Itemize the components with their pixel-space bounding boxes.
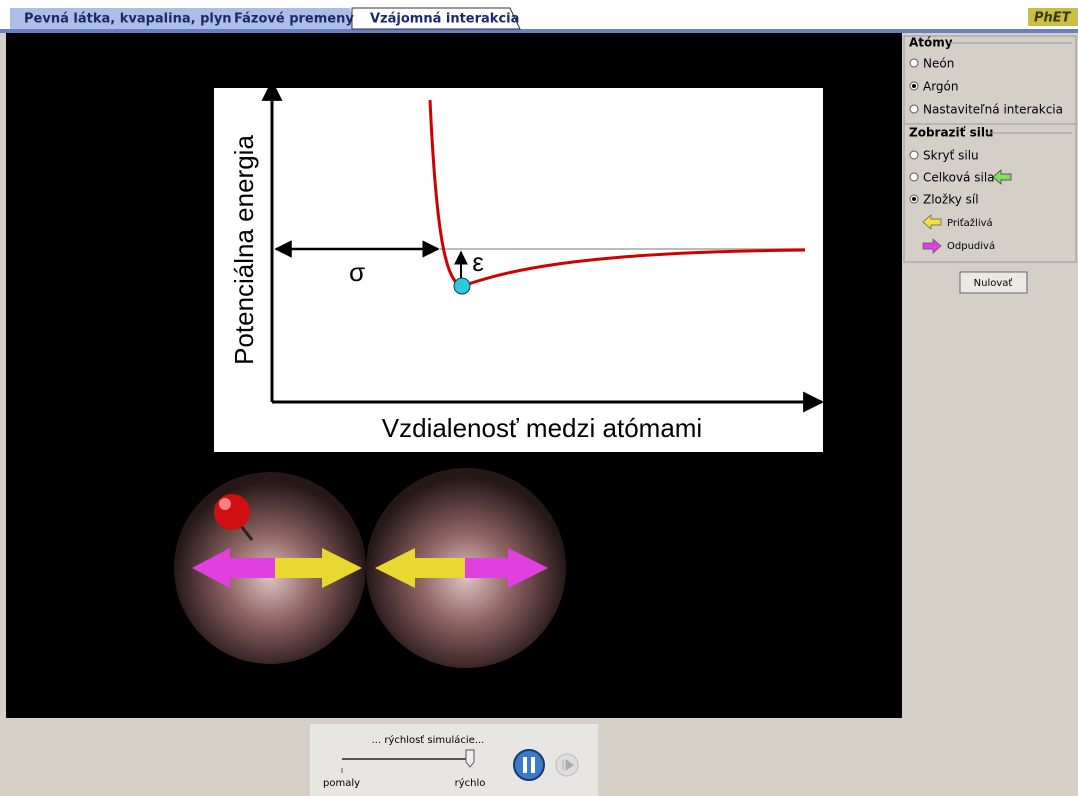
radio-button[interactable] bbox=[910, 151, 918, 159]
sigma-label: σ bbox=[349, 257, 365, 287]
radio-button[interactable] bbox=[910, 105, 918, 113]
radio-dot bbox=[912, 197, 916, 201]
position-marker[interactable] bbox=[454, 278, 470, 294]
app-window: Pevná látka, kvapalina, plyn Fázové prem… bbox=[0, 0, 1078, 796]
component-label: Odpudivá bbox=[947, 240, 995, 252]
group-title: Zobraziť silu bbox=[909, 126, 993, 140]
logo[interactable]: PhET bbox=[1034, 11, 1072, 26]
radio-label[interactable]: Zložky síl bbox=[923, 193, 979, 207]
x-axis-label: Vzdialenosť medzi atómami bbox=[382, 413, 702, 443]
group-title: Atómy bbox=[909, 36, 953, 50]
radio-label[interactable]: Argón bbox=[923, 80, 959, 94]
tab-label[interactable]: Vzájomná interakcia bbox=[370, 12, 519, 27]
radio-button[interactable] bbox=[910, 59, 918, 67]
radio-label[interactable]: Nastaviteľná interakcia bbox=[923, 103, 1063, 117]
radio-label[interactable]: Celková sila bbox=[923, 171, 995, 185]
pause-button[interactable] bbox=[514, 750, 544, 780]
y-axis-label: Potenciálna energia bbox=[229, 135, 259, 365]
reset-button-label[interactable]: Nulovať bbox=[974, 277, 1013, 289]
pause-icon bbox=[531, 757, 535, 773]
radio-label[interactable]: Neón bbox=[923, 57, 954, 71]
pause-icon bbox=[523, 757, 527, 773]
pushpin-highlight bbox=[219, 498, 231, 510]
pushpin bbox=[214, 494, 250, 530]
radio-button[interactable] bbox=[910, 173, 918, 181]
component-label: Priťažlivá bbox=[947, 217, 993, 229]
epsilon-label: ε bbox=[472, 247, 484, 277]
tab-label[interactable]: Fázové premeny bbox=[234, 12, 354, 27]
speed-label: ... rýchlosť simulácie... bbox=[372, 734, 485, 746]
radio-label[interactable]: Skryť silu bbox=[923, 149, 979, 163]
slow-label: pomaly bbox=[323, 778, 360, 789]
tab-bar-line bbox=[0, 29, 1078, 33]
radio-dot bbox=[912, 84, 916, 88]
fast-label: rýchlo bbox=[455, 777, 486, 789]
tab-label[interactable]: Pevná látka, kvapalina, plyn bbox=[24, 12, 232, 27]
